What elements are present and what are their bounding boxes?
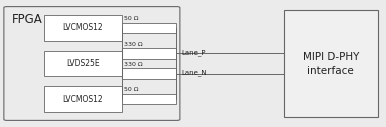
FancyBboxPatch shape <box>4 7 180 120</box>
Text: FPGA: FPGA <box>12 13 42 26</box>
Bar <box>284 10 378 117</box>
Bar <box>44 86 122 112</box>
Text: LVCMOS12: LVCMOS12 <box>63 95 103 104</box>
Bar <box>122 68 176 79</box>
Bar <box>122 48 176 59</box>
Text: LVCMOS12: LVCMOS12 <box>63 23 103 32</box>
Bar <box>44 51 122 76</box>
Bar <box>44 15 122 41</box>
Text: 330 Ω: 330 Ω <box>124 42 142 47</box>
Text: 50 Ω: 50 Ω <box>124 16 138 21</box>
Text: 330 Ω: 330 Ω <box>124 62 142 67</box>
Text: Lane_N: Lane_N <box>181 70 207 76</box>
Bar <box>122 94 176 104</box>
Text: LVDS25E: LVDS25E <box>66 59 100 68</box>
Text: MIPI D-PHY
interface: MIPI D-PHY interface <box>303 52 359 75</box>
Text: Lane_P: Lane_P <box>181 49 206 56</box>
Bar <box>122 22 176 33</box>
Text: 50 Ω: 50 Ω <box>124 87 138 92</box>
